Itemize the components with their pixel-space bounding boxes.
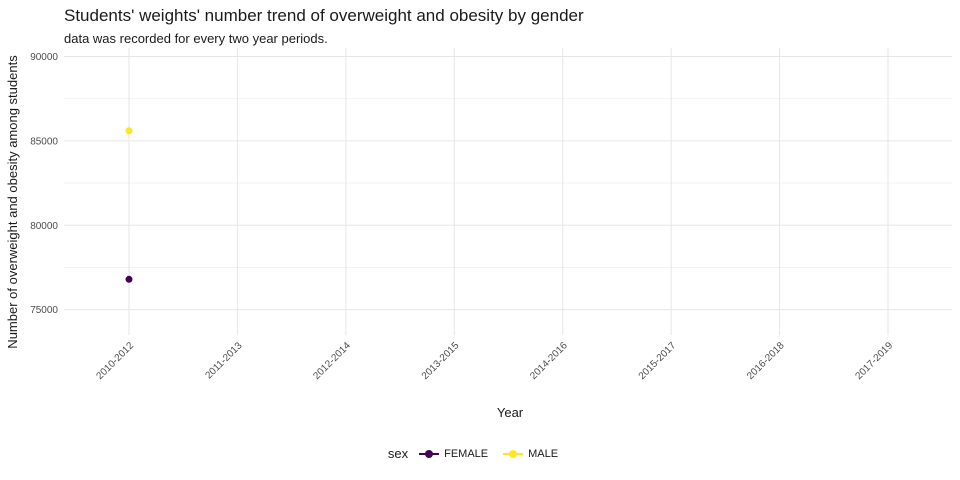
x-tick-label: 2011-2013 [203, 340, 244, 381]
legend-point [509, 449, 518, 458]
y-tick-label: 75000 [30, 305, 58, 316]
x-tick-label: 2015-2017 [637, 340, 679, 382]
x-tick-label: 2010-2012 [95, 340, 137, 382]
data-points [125, 127, 133, 283]
y-tick-label: 90000 [30, 52, 58, 63]
x-axis-label: Year [497, 405, 524, 420]
x-tick-label: 2013-2015 [420, 340, 462, 382]
x-tick-labels: 2010-2012 2011-2013 2012-2014 2013-2015 2014… [95, 340, 896, 382]
legend-title: sex [387, 446, 409, 461]
legend-label-female: FEMALE [444, 447, 489, 460]
x-tick-label: 2012-2014 [311, 340, 353, 382]
y-tick-label: 80000 [30, 221, 58, 232]
y-tick-label: 85000 [30, 136, 58, 147]
legend-key-female [418, 447, 440, 461]
y-axis-label: Number of overweight and obesity among s… [5, 55, 20, 349]
legend-key-male [502, 447, 524, 461]
x-tick-label: 2016-2018 [745, 340, 787, 382]
legend-item-male: MALE [502, 447, 558, 461]
legend-item-female: FEMALE [418, 447, 488, 461]
legend-label-male: MALE [528, 447, 559, 460]
chart-title: Students' weights' number trend of overw… [64, 6, 584, 25]
chart-subtitle: data was recorded for every two year per… [64, 31, 328, 46]
legend: sex FEMALE MALE [0, 446, 960, 461]
y-tick-labels: 75000 80000 85000 90000 [30, 52, 58, 316]
x-tick-label: 2017-2019 [854, 340, 896, 382]
x-tick-label: 2014-2016 [528, 340, 570, 382]
data-point-female [125, 275, 133, 283]
data-point-male [125, 127, 133, 135]
grid-lines [64, 48, 952, 335]
legend-point [425, 449, 434, 458]
